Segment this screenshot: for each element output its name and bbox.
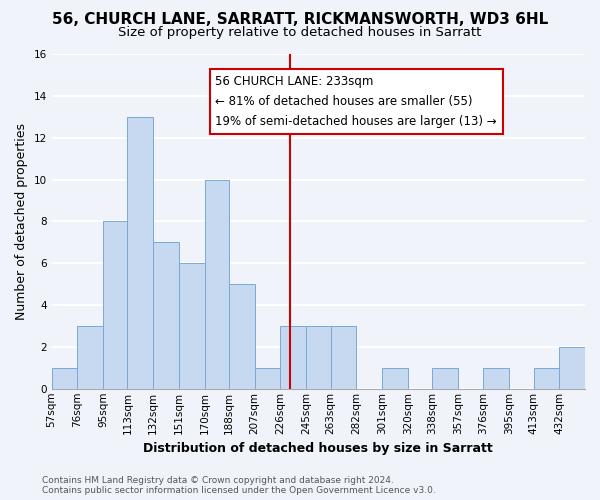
Bar xyxy=(52,368,77,389)
Bar xyxy=(179,263,205,389)
Bar xyxy=(280,326,306,389)
Bar xyxy=(382,368,407,389)
Bar xyxy=(484,368,509,389)
Bar xyxy=(127,117,153,389)
Text: Size of property relative to detached houses in Sarratt: Size of property relative to detached ho… xyxy=(118,26,482,39)
Bar xyxy=(153,242,179,389)
Text: 56 CHURCH LANE: 233sqm
← 81% of detached houses are smaller (55)
19% of semi-det: 56 CHURCH LANE: 233sqm ← 81% of detached… xyxy=(215,75,497,128)
Bar xyxy=(306,326,331,389)
Bar xyxy=(255,368,280,389)
Bar xyxy=(559,347,585,389)
Bar xyxy=(331,326,356,389)
X-axis label: Distribution of detached houses by size in Sarratt: Distribution of detached houses by size … xyxy=(143,442,493,455)
Bar xyxy=(229,284,255,389)
Bar xyxy=(103,222,127,389)
Bar xyxy=(205,180,229,389)
Bar xyxy=(533,368,559,389)
Bar xyxy=(77,326,103,389)
Text: 56, CHURCH LANE, SARRATT, RICKMANSWORTH, WD3 6HL: 56, CHURCH LANE, SARRATT, RICKMANSWORTH,… xyxy=(52,12,548,28)
Text: Contains HM Land Registry data © Crown copyright and database right 2024.
Contai: Contains HM Land Registry data © Crown c… xyxy=(42,476,436,495)
Bar xyxy=(432,368,458,389)
Y-axis label: Number of detached properties: Number of detached properties xyxy=(15,123,28,320)
